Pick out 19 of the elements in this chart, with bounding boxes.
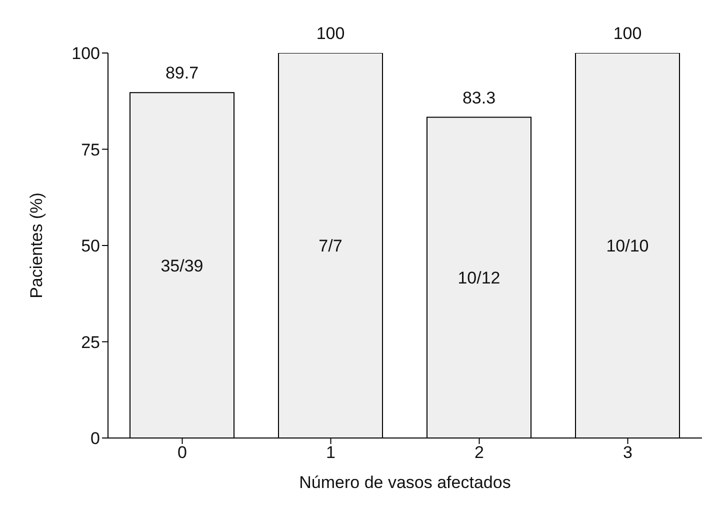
y-tick-label: 25 bbox=[81, 332, 100, 352]
y-tick-label: 50 bbox=[81, 236, 100, 256]
x-tick-label: 3 bbox=[623, 443, 632, 462]
data-label: 83.3 bbox=[462, 88, 496, 108]
data-label: 100 bbox=[613, 24, 642, 43]
x-tick-label: 0 bbox=[178, 443, 187, 462]
x-axis-title: Número de vasos afectados bbox=[299, 473, 511, 492]
data-label: 100 bbox=[316, 24, 345, 43]
y-tick-label: 100 bbox=[72, 44, 100, 64]
annotation: 7/7 bbox=[318, 236, 342, 256]
annotation: 10/12 bbox=[458, 268, 500, 288]
y-tick-label: 75 bbox=[81, 140, 100, 160]
x-tick-label: 2 bbox=[474, 443, 484, 462]
annotation: 10/10 bbox=[606, 236, 649, 256]
x-tick-label: 1 bbox=[326, 443, 336, 462]
data-label: 89.7 bbox=[165, 64, 199, 83]
y-tick-label: 0 bbox=[90, 429, 100, 448]
y-axis-title: Pacientes (%) bbox=[27, 192, 46, 298]
annotation: 35/39 bbox=[160, 256, 204, 276]
